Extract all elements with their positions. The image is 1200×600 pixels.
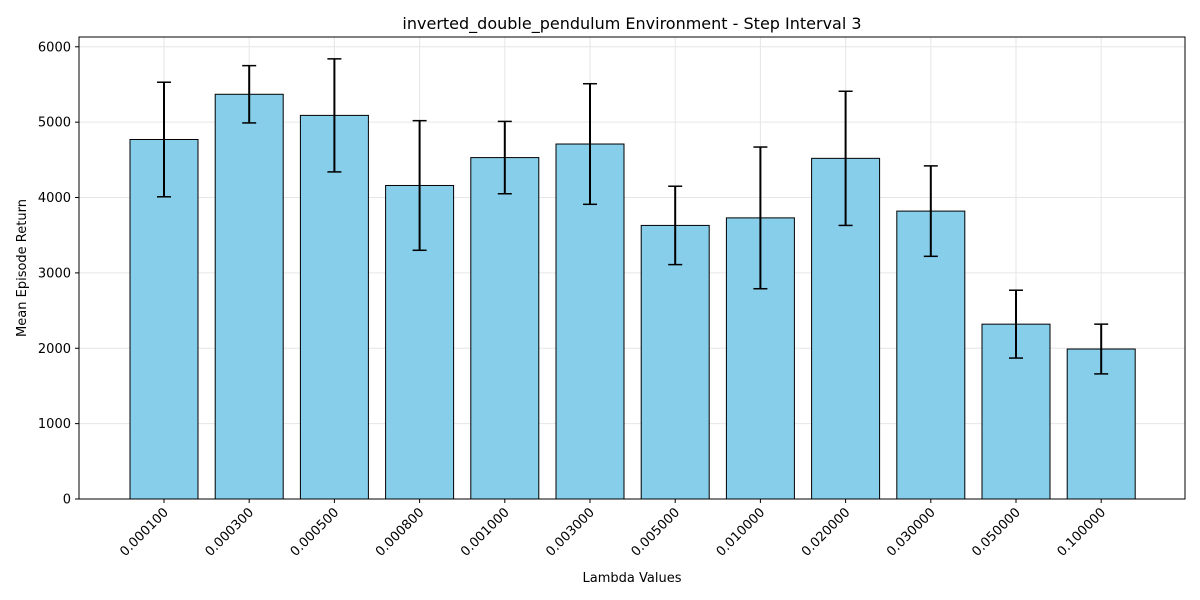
- x-tick-label: 0.000500: [288, 505, 342, 559]
- error-bar: [668, 185, 683, 266]
- x-tick-label: 0.000800: [373, 505, 427, 559]
- error-bar: [412, 119, 427, 252]
- error-bar: [157, 81, 171, 198]
- axes: [78, 36, 1186, 500]
- y-tick-label: 6000: [38, 40, 71, 55]
- x-tick-label: 0.100000: [1055, 505, 1109, 559]
- x-tick-label: 0.000300: [203, 505, 257, 559]
- y-tick-label: 3000: [38, 266, 71, 281]
- error-bar: [1009, 289, 1023, 359]
- error-bar: [497, 120, 512, 195]
- error-bar: [583, 82, 597, 206]
- x-ticks: 0.000100 0.000300 0.000500 0.000800 0.001000…: [117, 499, 1109, 560]
- bars: [129, 93, 1136, 500]
- error-bar: [923, 165, 938, 258]
- bar: [470, 157, 540, 500]
- x-tick-label: 0.001000: [458, 505, 512, 559]
- error-bar: [327, 58, 342, 173]
- error-bar: [838, 90, 853, 227]
- x-tick-label: 0.010000: [714, 505, 768, 559]
- x-tick-label: 0.000100: [117, 505, 171, 559]
- plot-frame: [78, 36, 1186, 500]
- error-bar: [753, 146, 768, 290]
- y-ticks: 0 1000 2000 3000 4000 5000 6000: [38, 40, 79, 508]
- x-tick-label: 0.020000: [799, 505, 853, 559]
- bar: [640, 224, 710, 500]
- error-bars: [157, 58, 1109, 375]
- x-tick-label: 0.050000: [969, 505, 1023, 559]
- x-tick-label: 0.030000: [884, 505, 938, 559]
- chart-title: inverted_double_pendulum Environment - S…: [402, 14, 861, 34]
- y-tick-label: 5000: [38, 116, 71, 131]
- y-tick-label: 4000: [38, 191, 71, 206]
- x-axis-label: Lambda Values: [583, 571, 682, 586]
- x-tick-label: 0.005000: [629, 505, 683, 559]
- error-bar: [1094, 323, 1109, 375]
- bar: [214, 93, 284, 500]
- bar: [299, 114, 369, 500]
- y-tick-label: 0: [63, 493, 71, 508]
- x-tick-label: 0.003000: [543, 505, 597, 559]
- y-tick-label: 2000: [38, 342, 71, 357]
- y-tick-label: 1000: [38, 417, 71, 432]
- error-bar: [242, 64, 257, 124]
- y-axis-label: Mean Episode Return: [15, 199, 30, 337]
